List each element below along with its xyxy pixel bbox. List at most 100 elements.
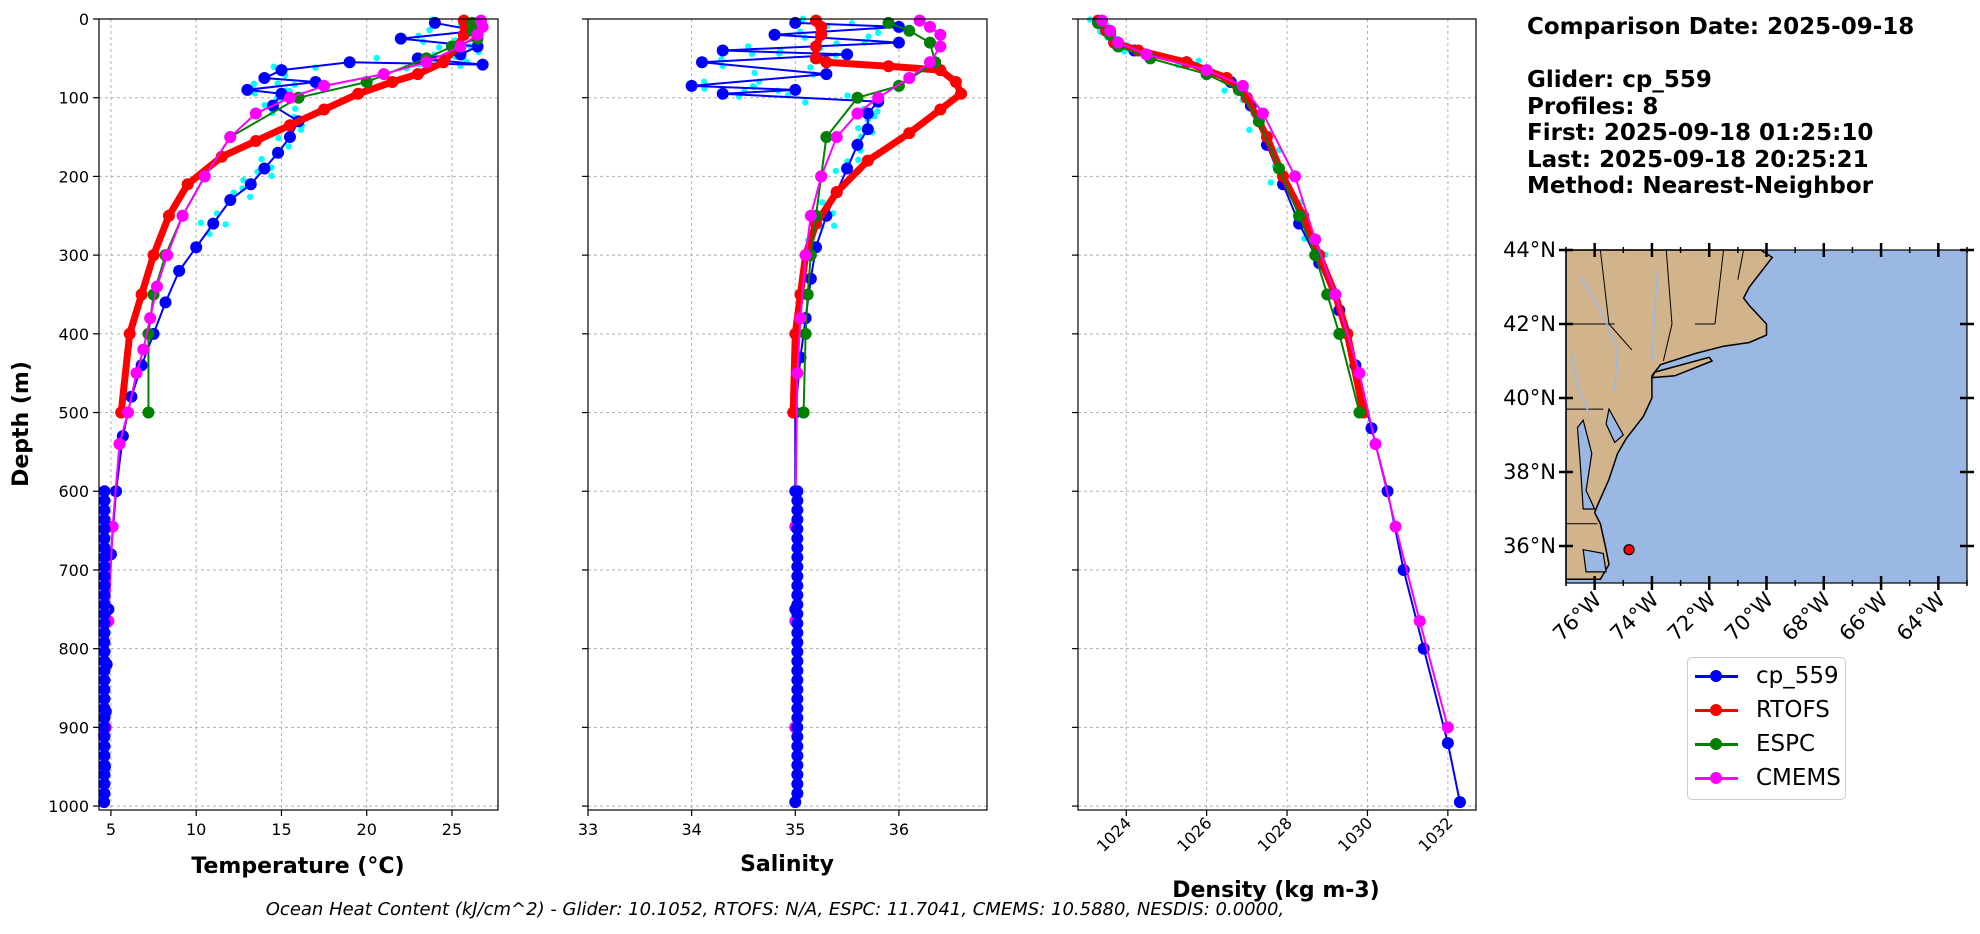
series-point-cp_559: [98, 664, 111, 677]
y-tick-label: 700: [58, 561, 89, 580]
series-point-rtofs: [249, 134, 262, 147]
series-point-cp_559: [791, 645, 804, 658]
y-tick-label: 100: [58, 89, 89, 108]
delaware-bay: [1605, 407, 1625, 444]
series-point-cp_559: [768, 28, 781, 41]
lat-tick-label: 44°N: [1503, 238, 1556, 262]
density-panel: 1024 1026 1028 1030 1032: [1072, 14, 1477, 856]
series-point-cp_559: [98, 778, 111, 791]
series-point-cp_559: [791, 504, 804, 517]
series-point-rtofs: [955, 87, 968, 100]
series-point-cp_559: [791, 655, 804, 668]
series-point-rtofs: [318, 103, 331, 116]
raw-glider-point: [270, 63, 278, 70]
series-point-cp_559: [791, 485, 804, 498]
raw-glider-point: [802, 99, 809, 106]
legend-item: ESPC: [1688, 728, 1845, 762]
series-point-rtofs: [810, 40, 822, 53]
series-point-cmems: [1096, 14, 1109, 27]
comparison-date: Comparison Date: 2025-09-18: [1527, 14, 1915, 40]
series-point-cmems: [1309, 233, 1322, 246]
raw-glider-point: [818, 199, 826, 206]
legend-marker: [1710, 738, 1722, 750]
legend-marker: [1710, 772, 1722, 784]
series-point-cmems: [934, 28, 947, 41]
series-point-cp_559: [190, 241, 203, 254]
series-point-cp_559: [861, 107, 874, 120]
series-point-cp_559: [791, 636, 804, 649]
series-point-cmems: [872, 91, 885, 104]
raw-glider-point: [230, 189, 237, 196]
state-border: [1662, 249, 1673, 362]
series-point-cp_559: [791, 523, 804, 536]
map-panel: 36°N 38°N 40°N 42°N 44°N 76°W 74°W 72°W 70°W 68°W…: [1503, 238, 1974, 646]
series-point-rtofs: [352, 87, 365, 100]
series-point-cp_559: [791, 494, 804, 507]
state-border: [1714, 249, 1725, 325]
x-tick-label: 1030: [1334, 813, 1376, 855]
series-point-cp_559: [98, 494, 111, 507]
y-tick-label: 500: [58, 404, 89, 423]
info-panel: Comparison Date: 2025-09-18 Glider: cp_55…: [1527, 14, 1914, 200]
x-tick-label: 34: [681, 820, 701, 839]
lat-tick-label: 38°N: [1503, 460, 1556, 484]
series-point-cmems: [830, 131, 843, 144]
raw-glider-point: [1246, 126, 1253, 134]
raw-glider-point: [197, 219, 205, 227]
y-tick-label: 300: [58, 246, 89, 265]
series-point-cp_559: [791, 664, 804, 677]
x-tick-label: 15: [271, 820, 291, 839]
series-point-cp_559: [791, 711, 804, 724]
raw-glider-point: [275, 134, 282, 142]
x-tick-label: 35: [785, 820, 805, 839]
series-point-cp_559: [685, 79, 698, 92]
series-point-cp_559: [791, 787, 804, 800]
series-point-cp_559: [861, 123, 874, 136]
series-point-cp_559: [98, 768, 111, 781]
series-point-rtofs: [283, 119, 296, 132]
series-point-cmems: [903, 72, 916, 85]
x-tick-label: 1028: [1254, 813, 1296, 855]
series-point-rtofs: [181, 178, 194, 191]
series-point-cp_559: [98, 645, 111, 658]
x-tick-label: 1024: [1093, 813, 1135, 855]
series-point-cp_559: [98, 655, 111, 668]
series-point-espc: [142, 406, 155, 419]
series-point-cp_559: [98, 626, 111, 639]
series-point-cp_559: [791, 702, 804, 715]
raw-glider-point: [222, 221, 229, 228]
raw-glider-point: [832, 167, 839, 175]
chesapeake-bay: [1576, 418, 1596, 510]
series-point-cp_559: [791, 598, 804, 611]
series-point-cp_559: [476, 58, 489, 71]
series-point-cmems: [1200, 64, 1213, 77]
lon-tick-label: 74°W: [1605, 587, 1663, 645]
y-tick-label: 600: [58, 482, 89, 501]
raw-glider-point: [1195, 57, 1202, 65]
lon-tick-label: 68°W: [1777, 587, 1835, 645]
x-tick-label: 5: [106, 820, 116, 839]
series-point-cp_559: [791, 541, 804, 554]
density-x-label: Density (kg m-3): [1172, 878, 1380, 903]
series-point-cp_559: [98, 674, 111, 687]
series-point-espc: [1333, 327, 1346, 340]
series-point-cp_559: [272, 146, 285, 159]
series-point-cp_559: [244, 178, 257, 191]
series-point-cmems: [283, 91, 296, 104]
series-point-cp_559: [791, 608, 804, 621]
series-point-cp_559: [98, 721, 111, 734]
series-point-cmems: [791, 367, 804, 380]
series-point-espc: [851, 91, 864, 104]
series-point-cmems: [913, 14, 926, 27]
series-point-rtofs: [411, 68, 424, 81]
series-point-espc: [1273, 162, 1286, 175]
raw-glider-point: [246, 193, 254, 201]
series-point-cmems: [420, 56, 433, 69]
series-point-cmems: [815, 170, 828, 183]
series-point-cmems: [377, 68, 390, 81]
series-point-rtofs: [147, 249, 160, 262]
series-point-cp_559: [428, 16, 441, 29]
series-point-espc: [903, 24, 916, 37]
series-point-cmems: [130, 367, 143, 380]
series-point-cp_559: [98, 702, 111, 715]
